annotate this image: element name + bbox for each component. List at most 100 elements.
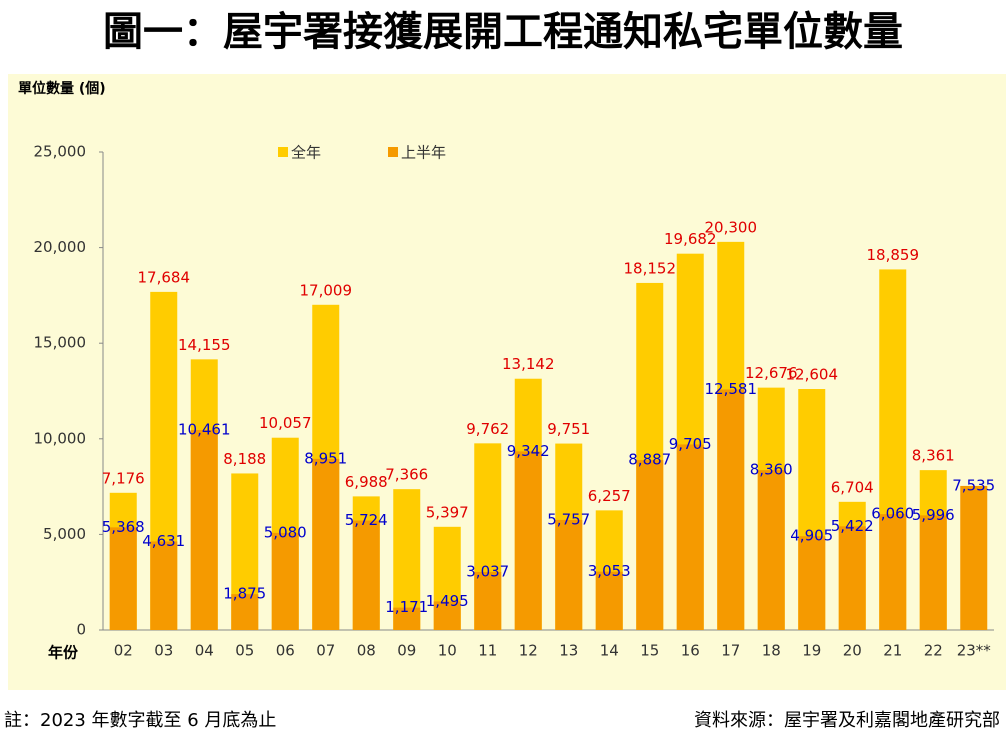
bar: [960, 485, 988, 630]
y-tick-label: 15,000: [34, 334, 87, 352]
bar: [838, 526, 866, 630]
x-tick-label: 07: [316, 642, 335, 660]
value-label: 4,905: [790, 527, 833, 545]
bar: [636, 460, 664, 630]
value-label: 14,155: [178, 336, 231, 354]
bar: [393, 607, 421, 630]
value-label: 8,361: [912, 447, 955, 465]
value-label: 5,368: [102, 518, 145, 536]
x-tick-label: 10: [438, 642, 457, 660]
value-label: 3,037: [466, 562, 509, 580]
footnote: 註：2023 年數字截至 6 月底為止: [4, 710, 276, 731]
x-tick-label: 02: [114, 642, 133, 660]
bar: [919, 515, 947, 630]
value-label: 1,875: [223, 585, 266, 603]
value-label: 12,581: [705, 380, 758, 398]
x-tick-label: 23**: [957, 642, 992, 660]
bar: [231, 594, 259, 630]
value-label: 5,757: [547, 510, 590, 528]
x-tick-label: 13: [559, 642, 578, 660]
x-tick-label: 11: [478, 642, 497, 660]
x-tick-label: 18: [762, 642, 781, 660]
bar: [433, 601, 461, 630]
value-label: 17,684: [138, 268, 191, 286]
bar: [717, 389, 745, 630]
value-label: 6,060: [871, 505, 914, 523]
bar: [352, 520, 380, 630]
value-label: 9,342: [507, 442, 550, 460]
value-label: 4,631: [142, 532, 185, 550]
value-label: 19,682: [664, 230, 717, 248]
x-tick-label: 15: [640, 642, 659, 660]
legend-label: 全年: [291, 144, 321, 162]
bar: [312, 458, 340, 630]
value-label: 5,724: [345, 511, 388, 529]
value-label: 1,171: [385, 598, 428, 616]
y-axis-label: 單位數量 (個): [18, 80, 106, 97]
y-tick-label: 25,000: [34, 143, 87, 161]
value-label: 18,152: [624, 259, 677, 277]
value-label: 12,676: [745, 364, 798, 382]
x-tick-label: 08: [357, 642, 376, 660]
bar: [150, 541, 178, 630]
bar: [555, 519, 583, 630]
value-label: 13,142: [502, 355, 555, 373]
y-tick-label: 0: [76, 621, 86, 639]
x-tick-label: 09: [397, 642, 416, 660]
y-tick-label: 10,000: [34, 429, 87, 447]
bar: [393, 489, 421, 630]
legend-label: 上半年: [401, 144, 446, 162]
bar: [514, 451, 542, 630]
legend-swatch: [388, 147, 398, 157]
chart-title: 圖一：屋宇署接獲展開工程通知私宅單位數量: [103, 9, 903, 55]
x-tick-label: 04: [195, 642, 214, 660]
bar: [190, 429, 218, 630]
value-label: 7,366: [385, 466, 428, 484]
value-label: 7,535: [952, 476, 995, 494]
value-label: 5,422: [831, 517, 874, 535]
value-label: 8,887: [628, 451, 671, 469]
x-tick-label: 03: [154, 642, 173, 660]
value-label: 5,080: [264, 523, 307, 541]
x-tick-label: 16: [681, 642, 700, 660]
value-label: 5,996: [912, 506, 955, 524]
y-tick-label: 20,000: [34, 238, 87, 256]
value-label: 10,057: [259, 414, 312, 432]
value-label: 8,188: [223, 450, 266, 468]
value-label: 1,495: [426, 592, 469, 610]
value-label: 17,009: [300, 281, 353, 299]
value-label: 8,951: [304, 449, 347, 467]
value-label: 6,988: [345, 473, 388, 491]
y-tick-label: 5,000: [43, 525, 86, 543]
x-tick-label: 19: [802, 642, 821, 660]
bar: [879, 514, 907, 630]
legend-swatch: [278, 147, 288, 157]
value-label: 6,704: [831, 478, 874, 496]
value-label: 9,705: [669, 435, 712, 453]
x-tick-label: 17: [721, 642, 740, 660]
x-tick-label: 12: [519, 642, 538, 660]
value-label: 3,053: [588, 562, 631, 580]
value-label: 10,461: [178, 420, 231, 438]
bar: [676, 444, 704, 630]
bar: [798, 536, 826, 630]
value-label: 5,397: [426, 503, 469, 521]
x-tick-label: 05: [235, 642, 254, 660]
bar: [271, 532, 299, 630]
value-label: 6,257: [588, 487, 631, 505]
value-label: 8,360: [750, 461, 793, 479]
bar: [595, 571, 623, 630]
bar: [474, 571, 502, 630]
x-tick-label: 14: [600, 642, 619, 660]
source: 資料來源：屋宇署及利嘉閣地產研究部: [694, 710, 1000, 731]
value-label: 18,859: [867, 246, 920, 264]
x-tick-label: 21: [883, 642, 902, 660]
bar: [757, 470, 785, 630]
x-tick-label: 20: [843, 642, 862, 660]
value-label: 7,176: [102, 469, 145, 487]
bar: [109, 527, 137, 630]
value-label: 20,300: [705, 218, 758, 236]
value-label: 9,751: [547, 420, 590, 438]
